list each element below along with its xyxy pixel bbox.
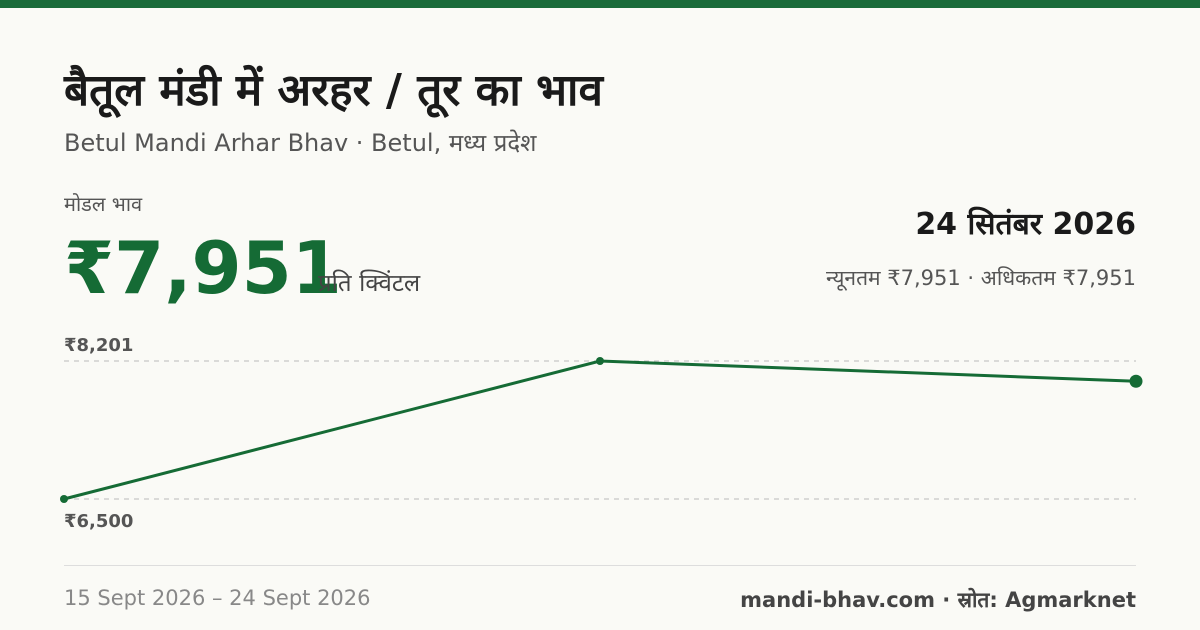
price-date: 24 सितंबर 2026 bbox=[915, 207, 1136, 242]
point bbox=[1129, 374, 1143, 388]
subtitle: Betul Mandi Arhar Bhav · Betul, मध्य प्र… bbox=[64, 129, 537, 157]
line bbox=[63, 359, 1137, 501]
price-range: न्यूनतम ₹7,951 · अधिकतम ₹7,951 bbox=[826, 266, 1136, 290]
chart: ₹8,201 ₹6,500 bbox=[60, 335, 1143, 532]
separator bbox=[64, 565, 1136, 566]
price-label: मोडल भाव bbox=[64, 192, 143, 216]
point bbox=[596, 357, 604, 365]
price-value: ₹7,951 bbox=[64, 226, 342, 310]
point bbox=[60, 495, 68, 503]
source: mandi-bhav.com · स्रोत: Agmarknet bbox=[740, 588, 1136, 612]
price-unit: प्रति क्विंटल bbox=[318, 269, 421, 297]
title: बैतूल मंडी में अरहर / तूर का भाव bbox=[64, 65, 603, 116]
date-range: 15 Sept 2026 – 24 Sept 2026 bbox=[64, 586, 371, 610]
y-tick-label: ₹8,201 bbox=[64, 335, 133, 356]
y-tick-label: ₹6,500 bbox=[64, 511, 133, 532]
top-bar bbox=[0, 0, 1200, 8]
